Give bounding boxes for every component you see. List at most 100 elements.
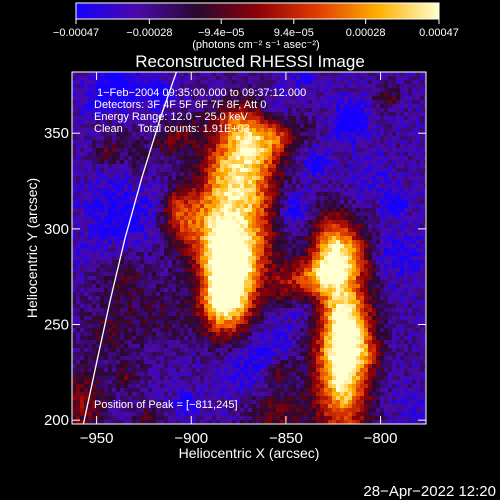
heatmap-cell [108, 140, 113, 145]
heatmap-cell [212, 228, 217, 233]
heatmap-cell [364, 96, 369, 101]
heatmap-cell [184, 288, 189, 293]
heatmap-cell [236, 252, 241, 257]
heatmap-cell [296, 204, 301, 209]
heatmap-cell [420, 100, 425, 105]
heatmap-cell [292, 100, 297, 105]
heatmap-cell [320, 280, 325, 285]
heatmap-cell [336, 256, 341, 261]
heatmap-cell [352, 72, 357, 77]
heatmap-cell [124, 224, 129, 229]
heatmap-cell [420, 72, 425, 77]
heatmap-cell [92, 72, 97, 77]
heatmap-cell [392, 260, 397, 265]
heatmap-cell [256, 100, 261, 105]
heatmap-cell [328, 232, 333, 237]
heatmap-cell [196, 240, 201, 245]
heatmap-cell [140, 248, 145, 253]
heatmap-cell [312, 148, 317, 153]
heatmap-cell [164, 140, 169, 145]
heatmap-cell [400, 172, 405, 177]
heatmap-cell [168, 260, 173, 265]
heatmap-cell [304, 144, 309, 149]
heatmap-cell [124, 284, 129, 289]
heatmap-cell [200, 260, 205, 265]
heatmap-cell [276, 72, 281, 77]
heatmap-cell [160, 188, 165, 193]
heatmap-cell [256, 244, 261, 249]
heatmap-cell [72, 112, 77, 117]
heatmap-cell [260, 208, 265, 213]
heatmap-cell [176, 160, 181, 165]
heatmap-cell [268, 200, 273, 205]
heatmap-cell [100, 164, 105, 169]
heatmap-cell [332, 212, 337, 217]
heatmap-cell [120, 128, 125, 133]
heatmap-cell [148, 104, 153, 109]
heatmap-cell [268, 172, 273, 177]
heatmap-cell [116, 232, 121, 237]
heatmap-cell [156, 100, 161, 105]
heatmap-cell [240, 84, 245, 89]
heatmap-cell [108, 120, 113, 125]
heatmap-cell [100, 136, 105, 141]
heatmap-cell [148, 72, 153, 77]
heatmap-cell [288, 120, 293, 125]
heatmap-cell [212, 268, 217, 273]
heatmap-cell [268, 176, 273, 181]
heatmap-cell [424, 152, 426, 157]
heatmap-cell [412, 228, 417, 233]
heatmap-cell [268, 196, 273, 201]
heatmap-cell [176, 200, 181, 205]
heatmap-cell [100, 260, 105, 265]
heatmap-cell [112, 220, 117, 225]
heatmap-cell [236, 228, 241, 233]
heatmap-cell [152, 208, 157, 213]
heatmap-cell [76, 264, 81, 269]
heatmap-cell [96, 196, 101, 201]
heatmap-cell [408, 216, 413, 221]
heatmap-cell [376, 228, 381, 233]
heatmap-cell [88, 88, 93, 93]
heatmap-cell [132, 264, 137, 269]
heatmap-cell [204, 76, 209, 81]
heatmap-cell [116, 224, 121, 229]
heatmap-cell [356, 212, 361, 217]
heatmap-cell [340, 140, 345, 145]
heatmap-cell [292, 80, 297, 85]
heatmap-cell [276, 132, 281, 137]
heatmap-cell [328, 80, 333, 85]
heatmap-cell [312, 232, 317, 237]
heatmap-cell [316, 92, 321, 97]
heatmap-cell [116, 72, 121, 77]
heatmap-cell [220, 76, 225, 81]
heatmap-cell [232, 100, 237, 105]
heatmap-cell [108, 136, 113, 141]
heatmap-cell [228, 220, 233, 225]
heatmap-cell [284, 108, 289, 113]
heatmap-cell [408, 88, 413, 93]
heatmap-cell [384, 240, 389, 245]
heatmap-cell [420, 208, 425, 213]
heatmap-cell [144, 244, 149, 249]
heatmap-cell [344, 284, 349, 289]
heatmap-cell [300, 184, 305, 189]
heatmap-cell [252, 240, 257, 245]
heatmap-cell [388, 284, 393, 289]
heatmap-cell [332, 172, 337, 177]
heatmap-cell [228, 192, 233, 197]
heatmap-cell [292, 224, 297, 229]
heatmap-cell [76, 204, 81, 209]
heatmap-cell [112, 72, 117, 77]
heatmap-cell [404, 268, 409, 273]
heatmap-cell [176, 124, 181, 129]
heatmap-cell [144, 248, 149, 253]
heatmap-cell [108, 192, 113, 197]
heatmap-cell [152, 120, 157, 125]
heatmap-cell [116, 216, 121, 221]
heatmap-cell [80, 148, 85, 153]
heatmap-cell [356, 92, 361, 97]
heatmap-cell [324, 152, 329, 157]
heatmap-cell [320, 256, 325, 261]
heatmap-cell [292, 256, 297, 261]
